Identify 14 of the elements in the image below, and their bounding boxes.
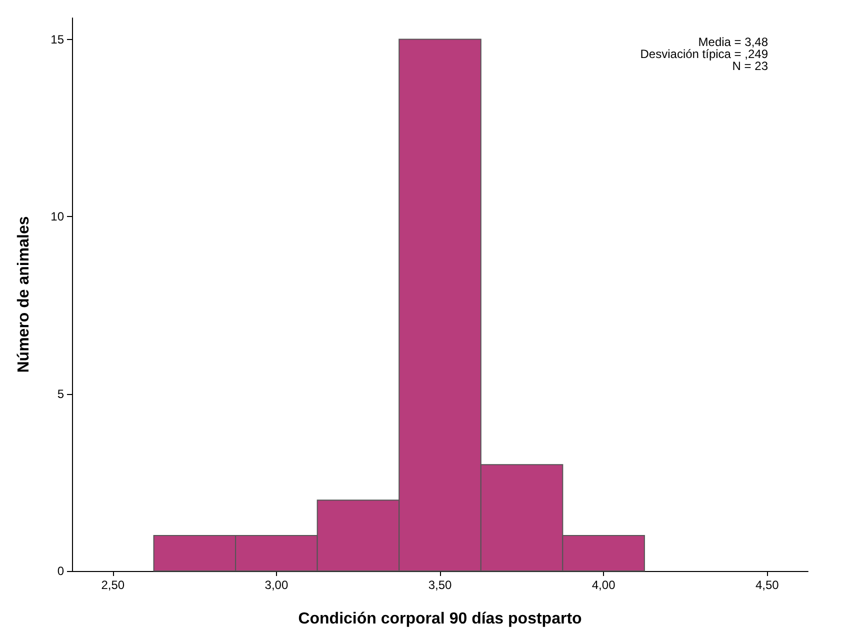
- x-tick-label: 2,50: [101, 578, 125, 592]
- y-axis-title: Número de animales: [16, 216, 32, 373]
- y-tick-label: 0: [57, 564, 64, 578]
- y-tick-label: 15: [50, 32, 64, 46]
- x-tick-label: 4,00: [592, 578, 616, 592]
- x-axis-title: Condición corporal 90 días postparto: [298, 610, 582, 628]
- annotation: N = 23: [732, 59, 768, 73]
- y-tick-label: 10: [50, 210, 64, 224]
- x-tick-label: 3,00: [264, 578, 288, 592]
- x-tick-label: 3,50: [428, 578, 452, 592]
- annotation: Desviación típica = ,249: [640, 47, 768, 61]
- y-tick-label: 5: [57, 386, 64, 401]
- x-tick-label: 4,50: [755, 578, 780, 592]
- annotation: Media = 3,48: [698, 35, 768, 49]
